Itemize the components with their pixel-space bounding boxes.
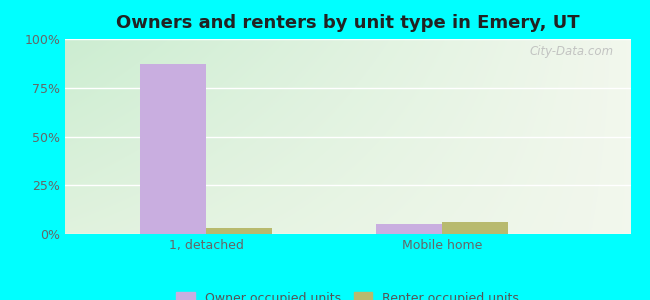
Text: City-Data.com: City-Data.com (529, 45, 614, 58)
Legend: Owner occupied units, Renter occupied units: Owner occupied units, Renter occupied un… (171, 287, 525, 300)
Bar (442, 222, 508, 234)
Title: Owners and renters by unit type in Emery, UT: Owners and renters by unit type in Emery… (116, 14, 580, 32)
Bar (376, 224, 442, 234)
Bar (207, 228, 272, 234)
Bar (140, 64, 207, 234)
